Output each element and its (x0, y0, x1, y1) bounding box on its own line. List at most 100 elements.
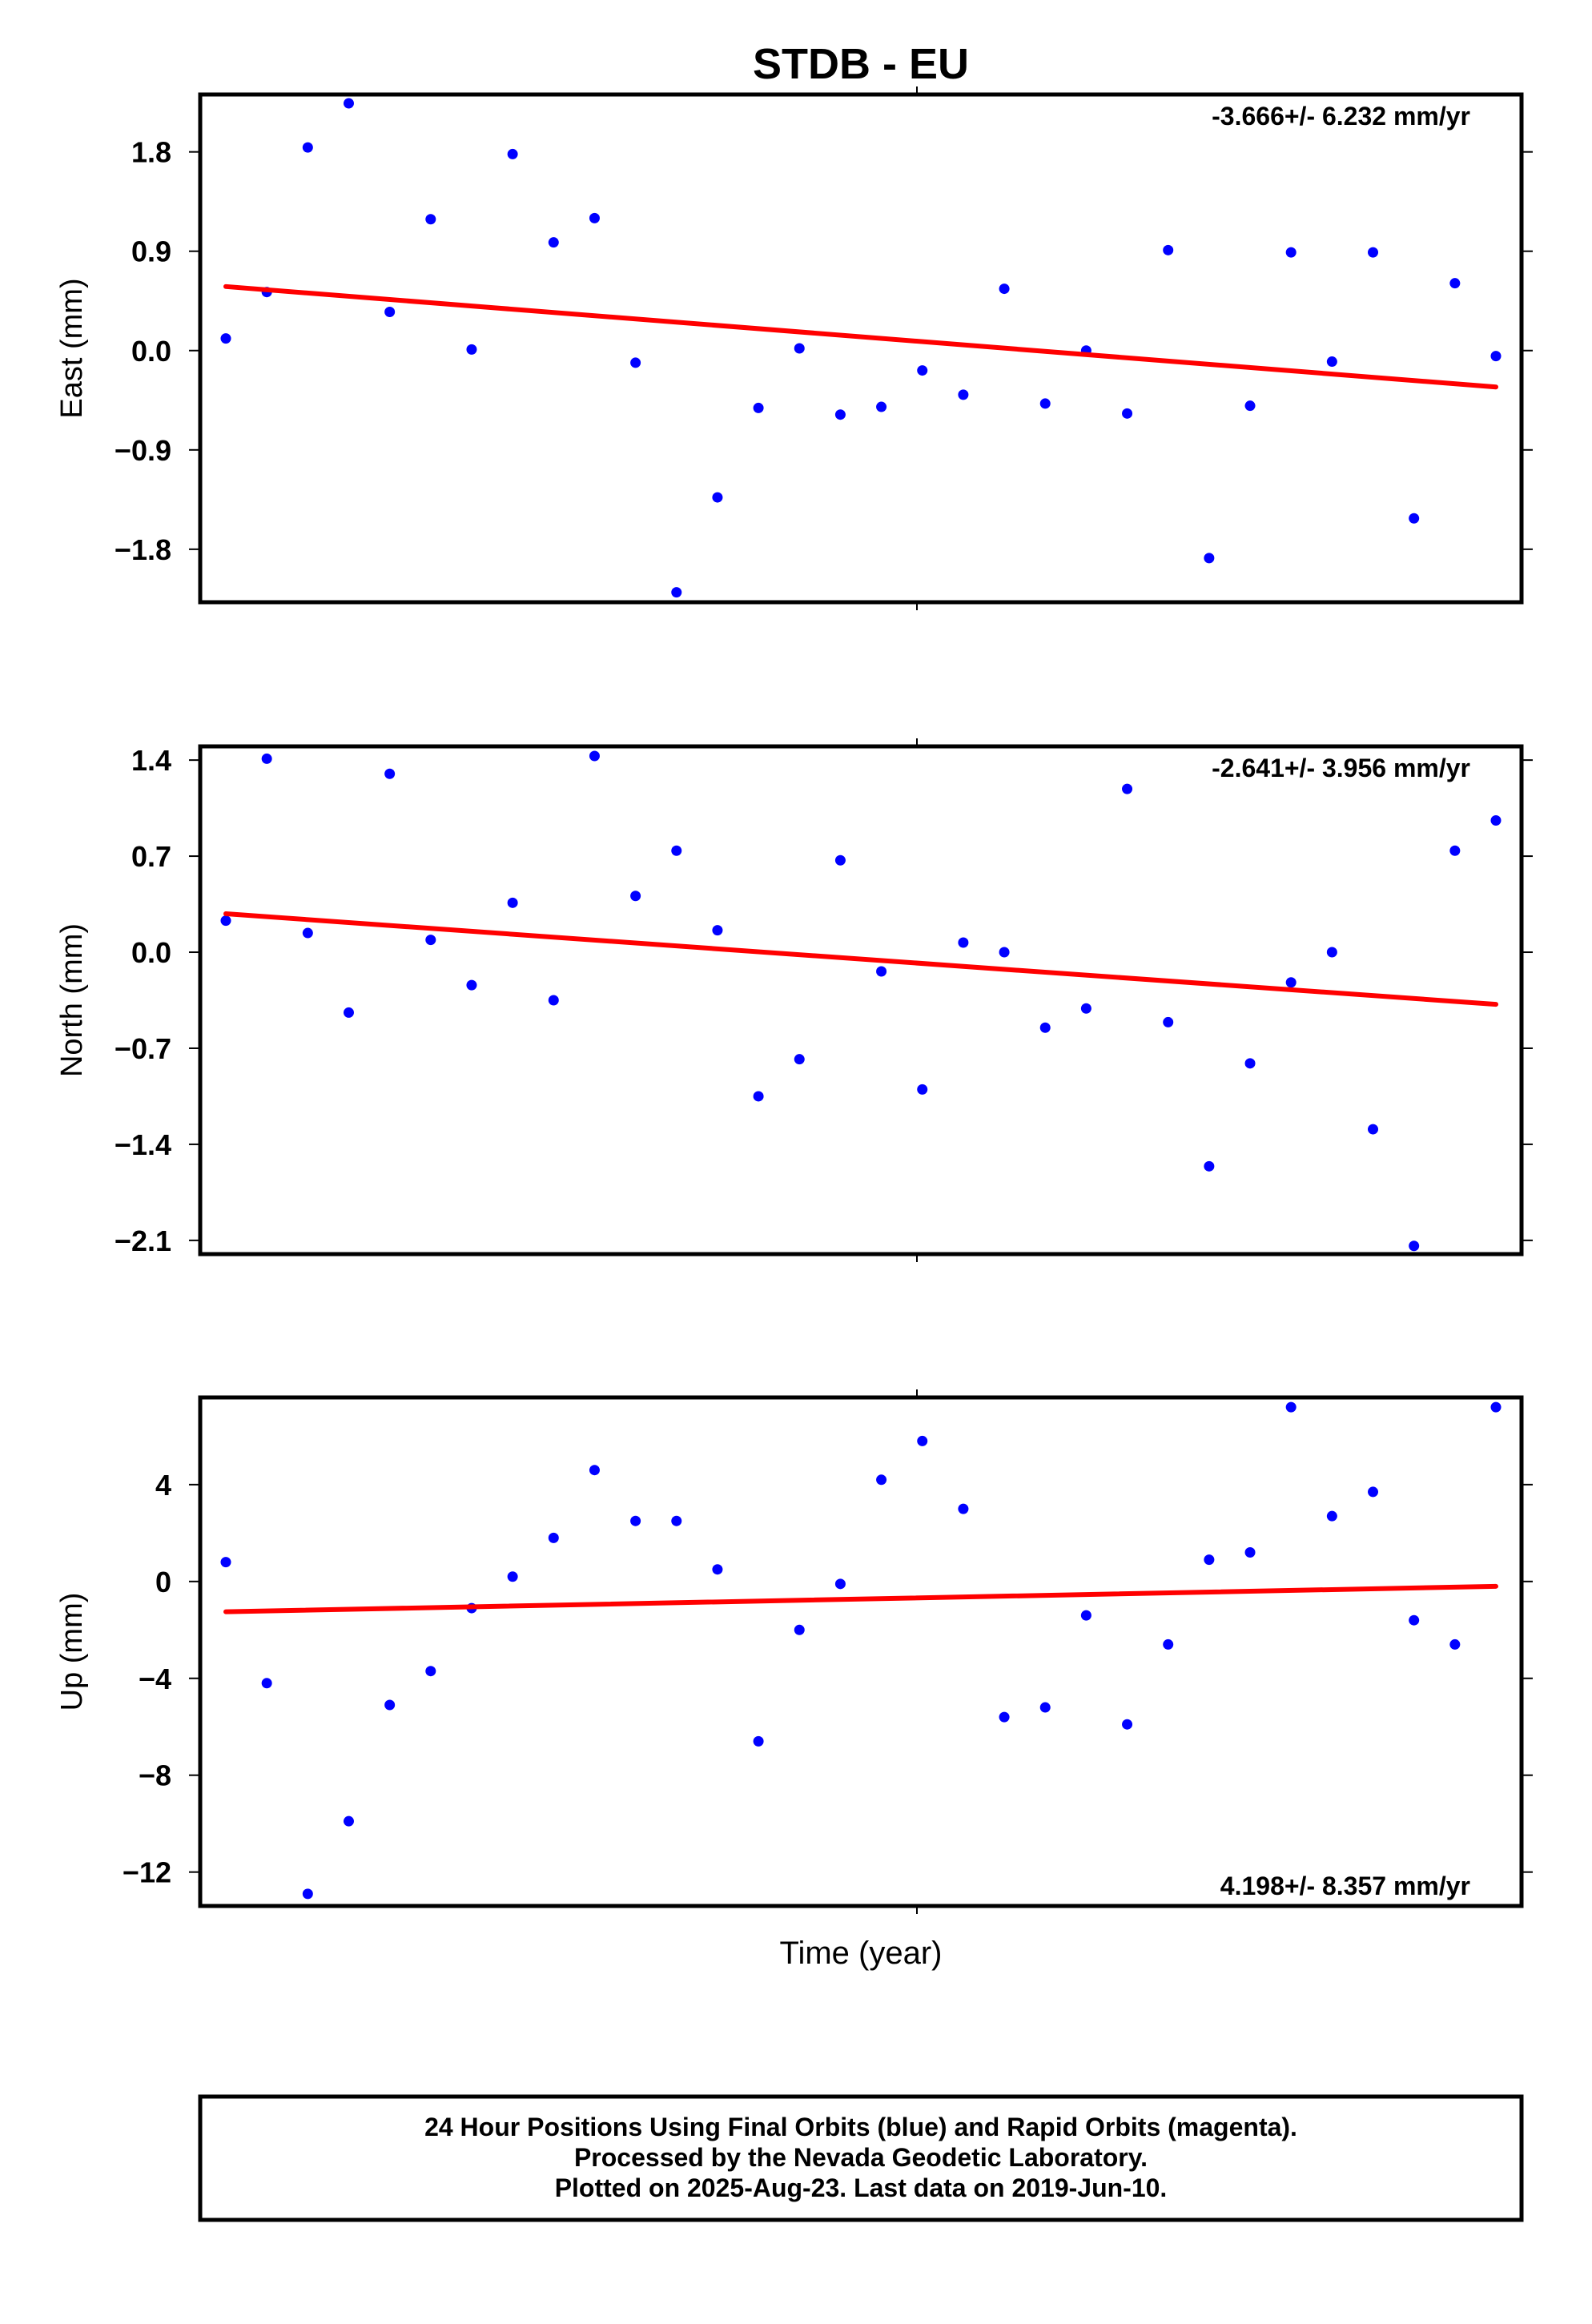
north-data-point (1080, 1003, 1091, 1014)
up-data-point (958, 1503, 969, 1514)
up-trend-line (223, 1583, 1498, 1614)
north-data-point (712, 925, 723, 936)
north-data-point (466, 979, 477, 991)
up-data-point (589, 1465, 600, 1476)
north-data-point (507, 897, 518, 908)
east-data-point (753, 402, 764, 413)
north-data-point (220, 915, 231, 927)
north-y-tick-label: −2.1 (115, 1224, 171, 1257)
up-data-point (671, 1515, 682, 1526)
up-data-point (1039, 1702, 1051, 1713)
east-data-point (302, 142, 313, 153)
up-data-point (876, 1474, 887, 1486)
east-data-point (1368, 247, 1379, 258)
up-data-point (917, 1435, 928, 1446)
east-data-point (876, 401, 887, 412)
east-trend-line (223, 283, 1498, 390)
north-data-point (1039, 1022, 1051, 1033)
east-data-point (1122, 408, 1133, 419)
up-data-point (1122, 1719, 1133, 1730)
north-data-point (1204, 1160, 1215, 1172)
north-data-point (1244, 1058, 1256, 1069)
up-data-point (261, 1678, 272, 1689)
up-data-point (1163, 1638, 1174, 1650)
up-data-point (1490, 1401, 1502, 1413)
up-data-point (834, 1578, 846, 1590)
north-data-point (1122, 783, 1133, 794)
north-data-point (1409, 1240, 1420, 1252)
north-data-point (917, 1084, 928, 1095)
east-data-point (917, 365, 928, 376)
chart-title: STDB - EU (753, 40, 969, 88)
footer-line-1: 24 Hour Positions Using Final Orbits (bl… (424, 2113, 1297, 2141)
east-data-point (1490, 351, 1502, 362)
up-y-tick-label: 4 (155, 1469, 171, 1502)
footer-box: 24 Hour Positions Using Final Orbits (bl… (198, 2094, 1524, 2222)
north-data-point (425, 935, 436, 946)
north-data-point (753, 1091, 764, 1102)
up-data-point (1244, 1547, 1256, 1558)
up-panel: 4 0 −4 −8 −12 Up (mm) 4.198+/- 8.357 mm/yr (55, 1389, 1533, 1914)
north-y-tick-label: 1.4 (131, 744, 171, 777)
up-data-point (343, 1815, 354, 1827)
up-rate-label: 4.198+/- 8.357 mm/yr (1220, 1872, 1470, 1900)
north-data-point (1163, 1016, 1174, 1027)
north-plot-frame (198, 744, 1524, 1256)
east-data-point (671, 587, 682, 598)
east-data-point (1039, 398, 1051, 409)
up-data-point (384, 1699, 396, 1711)
up-data-point (1449, 1638, 1461, 1650)
east-data-point (384, 307, 396, 318)
up-data-point (712, 1564, 723, 1575)
up-plot-frame (198, 1395, 1524, 1908)
north-data-point (1368, 1124, 1379, 1135)
north-data-point (958, 937, 969, 948)
up-data-point (302, 1888, 313, 1900)
footer-line-2: Processed by the Nevada Geodetic Laborat… (574, 2143, 1148, 2172)
north-trend-line (223, 911, 1498, 1007)
x-axis-label: Time (year) (780, 1936, 943, 1971)
east-y-tick-label: 1.8 (131, 136, 171, 169)
north-panel: 1.4 0.7 0.0 −0.7 −1.4 −2.1 North (mm) -2.641+/-… (55, 738, 1533, 1262)
north-data-point (630, 891, 641, 902)
east-y-tick-label: −0.9 (115, 434, 171, 467)
east-data-point (1449, 278, 1461, 289)
east-data-point (712, 492, 723, 503)
up-y-tick-label: −8 (139, 1759, 171, 1792)
east-y-tick-label: −1.8 (115, 533, 171, 566)
east-data-point (1409, 513, 1420, 524)
east-data-point (958, 389, 969, 400)
up-data-point (1409, 1614, 1420, 1626)
east-data-point (834, 409, 846, 420)
up-data-point (1080, 1610, 1091, 1621)
east-data-point (507, 148, 518, 159)
up-data-point (548, 1532, 559, 1543)
north-data-point (876, 966, 887, 977)
north-data-point (384, 768, 396, 779)
east-data-point (589, 212, 600, 223)
up-y-tick-label: 0 (155, 1566, 171, 1598)
up-data-point (1285, 1401, 1297, 1413)
up-data-point (220, 1557, 231, 1568)
up-y-axis-label: Up (mm) (55, 1593, 89, 1711)
north-y-tick-label: 0.0 (131, 936, 171, 969)
north-rate-label: -2.641+/- 3.956 mm/yr (1212, 754, 1470, 782)
north-data-point (1490, 815, 1502, 826)
east-data-point (630, 357, 641, 368)
east-data-point (343, 98, 354, 109)
up-data-point (999, 1711, 1010, 1723)
east-plot-frame (198, 92, 1524, 605)
east-data-point (794, 343, 805, 354)
east-rate-label: -3.666+/- 6.232 mm/yr (1212, 102, 1470, 131)
up-data-point (507, 1571, 518, 1582)
east-data-point (999, 283, 1010, 295)
up-data-point (1326, 1510, 1337, 1522)
up-data-point (630, 1515, 641, 1526)
east-y-tick-label: 0.9 (131, 235, 171, 268)
up-data-point (425, 1666, 436, 1677)
east-data-point (425, 214, 436, 225)
east-data-point (1326, 356, 1337, 368)
north-data-point (999, 947, 1010, 958)
north-data-point (834, 854, 846, 866)
